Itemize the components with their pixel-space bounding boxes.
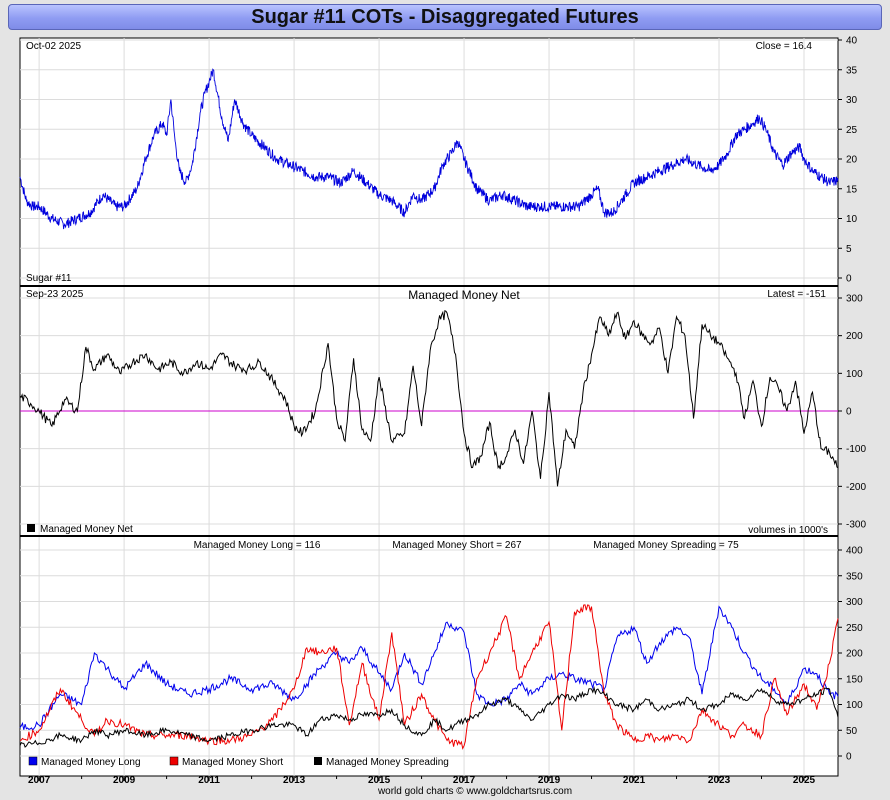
series-lines — [19, 68, 839, 750]
y-tick-label: 5 — [846, 244, 852, 255]
spreading-legend-label: Managed Money Spreading — [326, 757, 449, 768]
y-tick-label: 400 — [846, 546, 863, 557]
y-tick-label: 350 — [846, 571, 863, 582]
y-tick-label: 150 — [846, 674, 863, 685]
short-line — [19, 604, 839, 750]
x-tick-label: 2015 — [368, 775, 391, 786]
price-close-label: Close = 16.4 — [756, 41, 813, 52]
y-tick-label: 100 — [846, 369, 863, 380]
chart-title: Sugar #11 COTs - Disaggregated Futures — [8, 4, 882, 30]
y-tick-label: 0 — [846, 752, 852, 763]
spreading-line — [19, 686, 839, 748]
x-tick-label: 2023 — [708, 775, 731, 786]
y-tick-label: 10 — [846, 214, 858, 225]
x-tick-label: 2021 — [623, 775, 646, 786]
net-panel-title: Managed Money Net — [408, 288, 520, 302]
spreading-latest-label: Managed Money Spreading = 75 — [593, 540, 739, 551]
long-legend-label: Managed Money Long — [41, 757, 141, 768]
price-legend-label: Sugar #11 — [26, 273, 72, 284]
short-legend-label: Managed Money Short — [182, 757, 283, 768]
x-tick-label: 2019 — [538, 775, 561, 786]
price-date-label: Oct-02 2025 — [26, 41, 81, 52]
y-tick-label: 200 — [846, 649, 863, 660]
net-latest-label: Latest = -151 — [767, 289, 826, 300]
net-legend-label: Managed Money Net — [40, 524, 133, 535]
y-tick-label: -300 — [846, 520, 866, 531]
y-tick-label: 50 — [846, 726, 858, 737]
y-tick-label: 20 — [846, 155, 858, 166]
long-line — [19, 605, 839, 731]
y-tick-label: 300 — [846, 294, 863, 305]
y-tick-label: -200 — [846, 482, 866, 493]
axis-ticks: 0 5 10 15 20 25 30 35 40 -300 -200 -100 0 100 200 300 0 5… — [38, 36, 866, 781]
short-latest-label: Managed Money Short = 267 — [392, 540, 522, 551]
x-tick-label: 2007 — [28, 775, 51, 786]
spreading-legend-swatch — [314, 757, 322, 765]
x-tick-label: 2009 — [113, 775, 136, 786]
x-tick-label: 2013 — [283, 775, 306, 786]
y-tick-label: 40 — [846, 36, 858, 47]
y-tick-label: 15 — [846, 184, 858, 195]
y-tick-label: 30 — [846, 95, 858, 106]
x-tick-label: 2011 — [198, 775, 220, 786]
y-tick-label: 25 — [846, 125, 858, 136]
x-tick-label: 2025 — [793, 775, 816, 786]
footer-credit: world gold charts © www.goldchartsrus.co… — [377, 786, 572, 797]
short-legend-swatch — [169, 756, 179, 766]
long-latest-label: Managed Money Long = 116 — [194, 540, 321, 551]
x-tick-label: 2017 — [453, 775, 476, 786]
net-line — [19, 310, 839, 487]
y-tick-label: 250 — [846, 623, 863, 634]
y-tick-label: 100 — [846, 700, 863, 711]
x-axis-labels: 2007 2009 2011 2013 2015 2017 2019 2021 2023 2025 — [28, 775, 816, 786]
volumes-note: volumes in 1000's — [748, 525, 828, 536]
y-tick-label: 0 — [846, 274, 852, 285]
net-date-label: Sep-23 2025 — [26, 289, 84, 300]
y-tick-label: -100 — [846, 444, 866, 455]
y-tick-label: 300 — [846, 597, 863, 608]
y-tick-label: 35 — [846, 65, 858, 76]
y-tick-label: 200 — [846, 331, 863, 342]
long-legend-swatch — [28, 756, 38, 766]
price-line — [19, 68, 839, 230]
net-legend-swatch — [27, 524, 35, 532]
y-tick-label: 0 — [846, 407, 852, 418]
